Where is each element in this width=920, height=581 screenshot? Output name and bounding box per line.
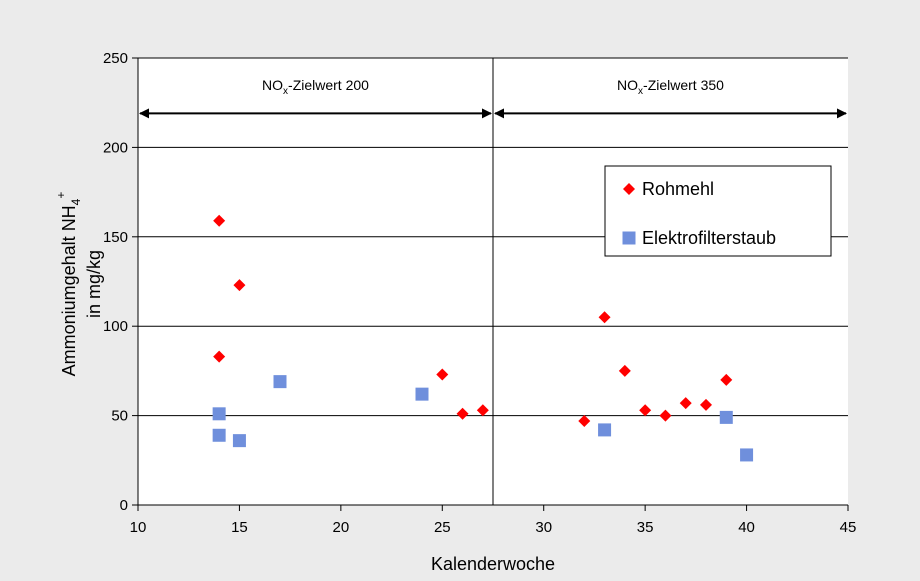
point-rohmehl-11 — [659, 409, 672, 422]
x-tick-label-20: 20 — [333, 519, 350, 536]
y-axis-label-unit: in mg/kg — [84, 250, 104, 318]
x-tick-label-25: 25 — [434, 519, 451, 536]
data-points — [212, 214, 754, 462]
annotation-label-2: NOx-Zielwert 350 — [617, 77, 724, 97]
y-tick-label-200: 200 — [103, 139, 128, 156]
point-elektrofilterstaub-8 — [740, 448, 754, 462]
y-tick-label-0: 0 — [120, 497, 128, 514]
point-rohmehl-12 — [679, 397, 692, 410]
annotation-label-text: -Zielwert 200 — [288, 77, 369, 93]
tick-labels: 10 15 20 25 30 35 40 45 0 50 100 150 200 250 — [103, 50, 856, 536]
point-rohmehl-13 — [700, 398, 712, 411]
point-rohmehl-7 — [578, 414, 591, 427]
legend-marker-1 — [623, 183, 635, 195]
point-elektrofilterstaub-2 — [212, 428, 226, 442]
annotation-label-prefix: NO — [262, 77, 283, 93]
y-axis-label-subscript: 4 — [69, 198, 83, 205]
point-elektrofilterstaub-7 — [719, 410, 733, 424]
x-tick-label-45: 45 — [840, 519, 857, 536]
x-tick-label-40: 40 — [738, 519, 755, 536]
point-rohmehl-10 — [639, 404, 652, 417]
y-tick-label-150: 150 — [103, 229, 128, 246]
legend-label-2: Elektrofilterstaub — [642, 228, 776, 248]
y-tick-label-50: 50 — [111, 408, 128, 425]
point-elektrofilterstaub-3 — [232, 434, 246, 448]
annotation-label-subscript: x — [638, 86, 643, 97]
axes — [132, 57, 849, 511]
legend-box — [604, 165, 832, 257]
point-rohmehl-8 — [598, 311, 611, 324]
point-rohmehl-2 — [213, 350, 226, 363]
legend-label-1: Rohmehl — [642, 179, 714, 199]
point-rohmehl-4 — [436, 368, 449, 381]
annotation-label-subscript: x — [283, 86, 288, 97]
point-elektrofilterstaub-5 — [415, 387, 429, 401]
annotation-label-1: NOx-Zielwert 200 — [262, 77, 369, 97]
point-rohmehl-9 — [618, 364, 631, 377]
annotations: NOx-Zielwert 200 NOx-Zielwert 350 — [139, 77, 847, 119]
x-axis-label: Kalenderwoche — [431, 554, 555, 574]
point-rohmehl-5 — [456, 407, 469, 420]
y-tick-label-100: 100 — [103, 318, 128, 335]
y-axis-label-main: Ammoniumgehalt NH — [59, 205, 79, 376]
annotation-label-text: -Zielwert 350 — [643, 77, 724, 93]
point-elektrofilterstaub-6 — [598, 423, 612, 437]
x-tick-label-30: 30 — [535, 519, 552, 536]
point-rohmehl-14 — [720, 373, 733, 386]
point-elektrofilterstaub-1 — [212, 407, 226, 421]
point-rohmehl-6 — [476, 404, 489, 417]
y-axis-label-superscript: + — [54, 192, 68, 199]
x-tick-label-15: 15 — [231, 519, 248, 536]
annotation-label-prefix: NO — [617, 77, 638, 93]
point-rohmehl-1 — [213, 214, 226, 227]
point-elektrofilterstaub-4 — [273, 375, 287, 389]
legend-marker-2 — [622, 231, 636, 245]
y-tick-label-250: 250 — [103, 50, 128, 67]
point-rohmehl-3 — [233, 279, 246, 292]
x-tick-label-10: 10 — [130, 519, 147, 536]
legend: Rohmehl Elektrofilterstaub — [604, 165, 832, 257]
y-axis-label: Ammoniumgehalt NH4+ — [54, 192, 83, 377]
x-tick-label-35: 35 — [637, 519, 654, 536]
